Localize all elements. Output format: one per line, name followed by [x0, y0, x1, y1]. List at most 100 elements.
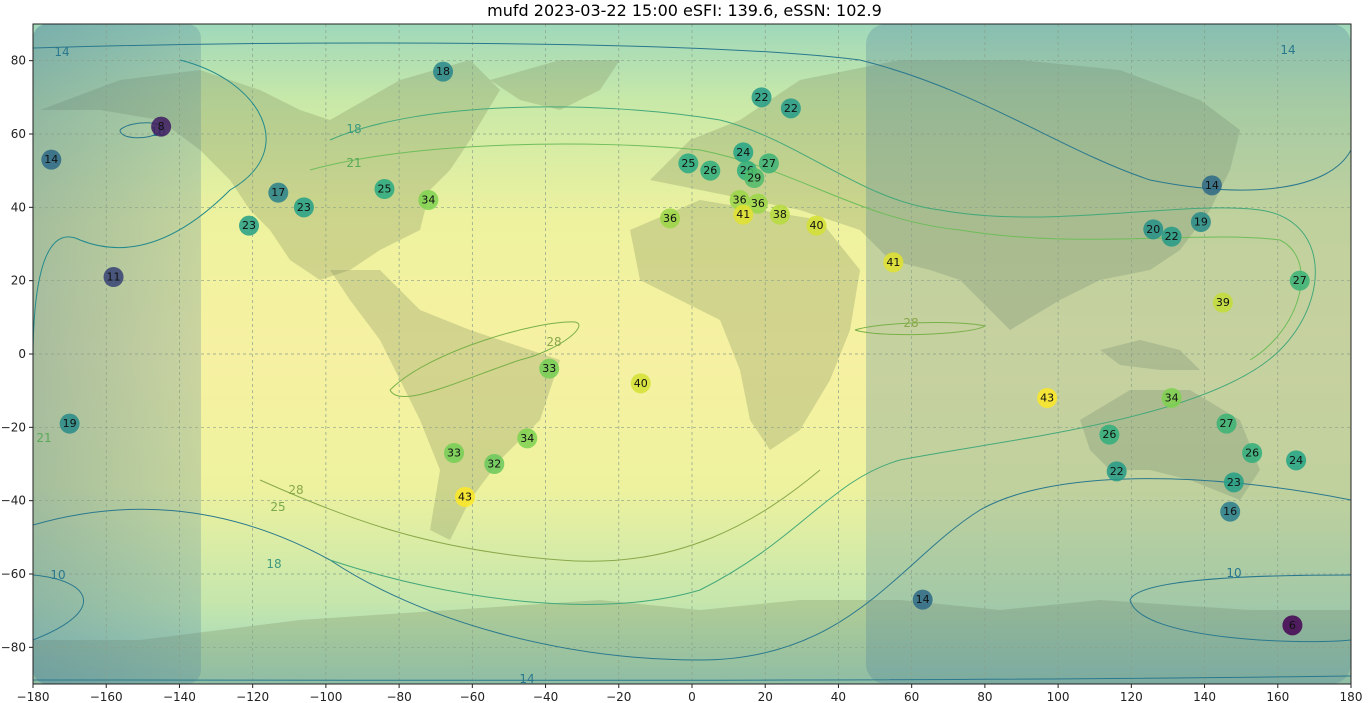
- station-value-label: 25: [681, 157, 695, 170]
- station-dot: [41, 149, 62, 170]
- x-tick-label: 80: [977, 690, 992, 703]
- station-value-label: 19: [1194, 216, 1208, 229]
- station-marker: 22: [780, 98, 801, 119]
- station-value-label: 36: [733, 194, 747, 207]
- station-dot: [1216, 413, 1237, 434]
- station-value-label: 14: [44, 153, 58, 166]
- station-value-label: 26: [1102, 428, 1116, 441]
- contour-label-14: 14: [1280, 43, 1295, 57]
- station-marker: 24: [733, 142, 754, 163]
- station-value-label: 38: [773, 208, 787, 221]
- station-marker: 22: [751, 87, 772, 108]
- station-marker: 19: [1190, 212, 1211, 232]
- station-dot: [539, 358, 560, 379]
- station-value-label: 29: [747, 172, 761, 185]
- station-marker: 6: [1282, 615, 1303, 636]
- station-value-label: 43: [458, 491, 472, 504]
- contour-label-21: 21: [346, 156, 361, 170]
- station-dot: [806, 215, 827, 236]
- x-tick-label: −140: [163, 690, 196, 703]
- station-value-label: 19: [63, 417, 77, 430]
- contour-label-10: 10: [50, 568, 65, 582]
- station-value-label: 34: [520, 432, 534, 445]
- station-marker: 34: [517, 428, 538, 449]
- x-tick-label: 100: [1047, 690, 1070, 703]
- station-value-label: 14: [1205, 179, 1219, 192]
- station-marker: 22: [1106, 461, 1127, 482]
- station-dot: [103, 267, 124, 287]
- station-value-label: 22: [1110, 465, 1124, 478]
- x-tick-label: 0: [688, 690, 696, 703]
- station-dot: [268, 182, 289, 203]
- station-dot: [1201, 175, 1222, 196]
- x-tick-label: −120: [236, 690, 269, 703]
- station-value-label: 24: [736, 146, 750, 159]
- station-dot: [1223, 472, 1244, 493]
- contour-label-28: 28: [288, 483, 303, 497]
- x-tick-label: 120: [1120, 690, 1143, 703]
- y-tick-label: 40: [11, 200, 26, 214]
- x-tick-label: 60: [904, 690, 919, 703]
- station-dot: [912, 589, 933, 610]
- station-dot: [751, 87, 772, 108]
- station-marker: 26: [1099, 424, 1120, 445]
- station-marker: 8: [151, 116, 172, 137]
- station-value-label: 25: [377, 183, 391, 196]
- y-tick-label: 60: [11, 127, 26, 141]
- x-tick-label: 20: [758, 690, 773, 703]
- station-value-label: 27: [1293, 274, 1307, 287]
- station-marker: 25: [374, 179, 395, 199]
- station-value-label: 22: [1165, 230, 1179, 243]
- contour-lines: [33, 42, 1351, 681]
- station-dot: [733, 142, 754, 163]
- station-marker: 34: [1161, 388, 1182, 408]
- station-value-label: 40: [809, 219, 823, 232]
- station-dot: [1190, 212, 1211, 232]
- y-tick-label: 0: [18, 347, 26, 361]
- station-marker: 23: [239, 215, 260, 236]
- station-dot: [780, 98, 801, 119]
- station-marker: 29: [744, 168, 765, 188]
- station-value-label: 24: [1289, 454, 1303, 467]
- station-marker: 14: [912, 589, 933, 610]
- x-tick-label: 180: [1340, 690, 1363, 703]
- station-dot: [1289, 270, 1310, 291]
- station-dot: [418, 190, 439, 210]
- contour-label-14: 14: [54, 45, 69, 59]
- x-tick-label: −60: [460, 690, 485, 703]
- station-marker: 27: [758, 153, 779, 174]
- station-marker: 17: [268, 182, 289, 203]
- station-value-label: 8: [158, 120, 165, 133]
- station-marker: 32: [484, 454, 505, 474]
- station-marker: 22: [1161, 226, 1182, 247]
- station-dot: [630, 373, 651, 394]
- station-dot: [1282, 615, 1303, 636]
- station-dot: [1220, 501, 1241, 522]
- station-marker: 11: [103, 267, 124, 287]
- station-dot: [484, 454, 505, 474]
- station-dot: [700, 160, 721, 181]
- station-value-label: 36: [751, 197, 765, 210]
- station-dot: [769, 204, 790, 225]
- station-dot: [455, 487, 476, 507]
- station-marker: 40: [806, 215, 827, 236]
- station-value-label: 16: [1223, 505, 1237, 518]
- station-marker: 40: [630, 373, 651, 394]
- station-dot: [1286, 450, 1307, 471]
- station-value-label: 43: [1040, 392, 1054, 405]
- station-dot: [293, 197, 314, 218]
- grid-lines: [33, 24, 1351, 684]
- contour-labels: 14 14 14 10 10 10 18 18 21 21 25 28 28 2…: [36, 43, 1295, 686]
- contour-label-28: 28: [903, 316, 918, 330]
- station-value-label: 20: [1146, 223, 1160, 236]
- station-marker: 26: [1242, 443, 1263, 463]
- station-marker: 24: [1286, 450, 1307, 471]
- station-dot: [1242, 443, 1263, 463]
- x-tick-label: −80: [386, 690, 411, 703]
- station-marker: 19: [59, 413, 80, 434]
- x-tick-label: 160: [1266, 690, 1289, 703]
- station-dot: [733, 204, 754, 225]
- contour-label-18: 18: [266, 557, 281, 571]
- contour-label-18: 18: [346, 122, 361, 136]
